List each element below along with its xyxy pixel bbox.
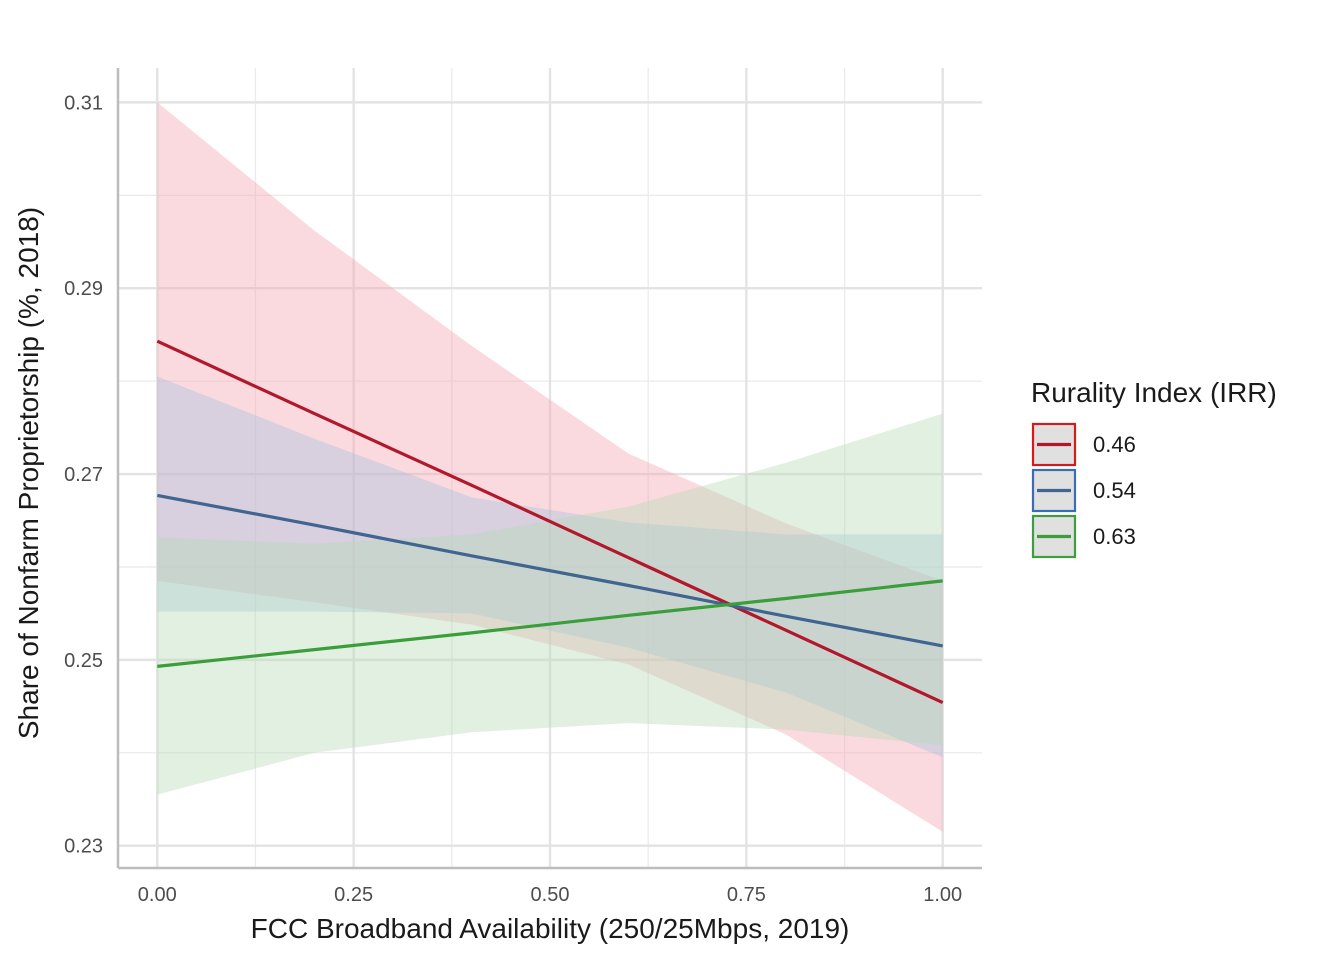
x-tick-label: 0.25 (334, 884, 373, 906)
y-tick-label: 0.23 (64, 836, 103, 858)
confidence-band-0.54 (157, 376, 943, 758)
y-axis-title: Share of Nonfarm Proprietorship (%, 2018… (13, 207, 44, 739)
series-line-0.63 (157, 579, 943, 668)
grid-major (118, 68, 982, 868)
confidence-bands (157, 102, 943, 832)
legend: Rurality Index (IRR) 0.46 0.54 0.63 (1031, 377, 1277, 559)
series-line-0.46 (156, 339, 944, 705)
confidence-band-0.46 (157, 102, 943, 832)
y-axis-ticks: 0.23 0.25 0.27 0.29 0.31 (64, 92, 103, 857)
y-tick-label: 0.27 (64, 464, 103, 486)
x-tick-label: 0.00 (138, 884, 177, 906)
legend-item-0.54: 0.54 (1031, 468, 1136, 513)
x-tick-label: 0.75 (727, 884, 766, 906)
y-tick-label: 0.31 (64, 92, 103, 114)
y-tick-label: 0.29 (64, 278, 103, 300)
confidence-band-0.63 (157, 413, 943, 795)
legend-item-0.46: 0.46 (1031, 422, 1136, 467)
legend-item-0.63: 0.63 (1031, 514, 1136, 559)
legend-title: Rurality Index (IRR) (1031, 377, 1277, 408)
legend-label: 0.46 (1093, 432, 1136, 457)
x-axis-ticks: 0.00 0.25 0.50 0.75 1.00 (138, 884, 962, 906)
x-tick-label: 0.50 (531, 884, 570, 906)
axes (116, 68, 982, 870)
legend-label: 0.63 (1093, 524, 1136, 549)
x-axis-title: FCC Broadband Availability (250/25Mbps, … (251, 913, 850, 944)
series-lines (156, 339, 944, 705)
series-line-0.54 (157, 493, 943, 648)
legend-items: 0.46 0.54 0.63 (1031, 422, 1136, 559)
y-tick-label: 0.25 (64, 650, 103, 672)
x-tick-label: 1.00 (923, 884, 962, 906)
legend-label: 0.54 (1093, 478, 1136, 503)
